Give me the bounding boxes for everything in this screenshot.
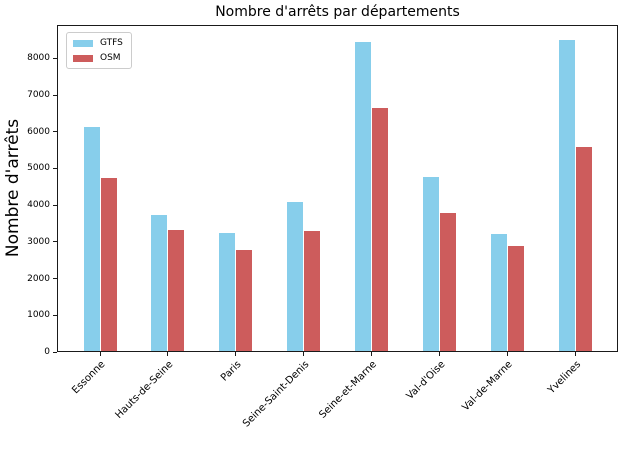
legend-label-gtfs: GTFS — [100, 38, 123, 48]
y-tick-mark — [53, 314, 57, 316]
x-tick-label: Val-d'Oise — [404, 359, 448, 402]
y-tick-label: 3000 — [27, 236, 50, 247]
x-tick-mark — [167, 352, 169, 356]
x-tick-label: Hauts-de-Seine — [113, 359, 176, 421]
y-tick-mark — [53, 204, 57, 206]
x-tick-label: Paris — [218, 359, 244, 384]
chart-title: Nombre d'arrêts par départements — [215, 4, 460, 20]
y-tick-label: 1000 — [27, 310, 50, 321]
y-tick-mark — [53, 131, 57, 133]
x-tick-label: Essonne — [70, 359, 108, 397]
legend-item-osm: OSM — [73, 53, 123, 63]
legend-swatch-gtfs — [73, 39, 93, 47]
bar-osm-6 — [507, 245, 524, 351]
y-tick-mark — [53, 167, 57, 169]
bar-gtfs-6 — [490, 234, 507, 351]
bar-osm-0 — [100, 177, 117, 351]
x-tick-mark — [235, 352, 237, 356]
y-tick-label: 7000 — [27, 90, 50, 101]
x-tick-mark — [99, 352, 101, 356]
bar-gtfs-3 — [287, 202, 304, 351]
y-tick-label: 8000 — [27, 53, 50, 64]
bar-gtfs-7 — [558, 40, 575, 351]
bar-gtfs-4 — [354, 42, 371, 351]
x-tick-label: Val-de-Marne — [460, 359, 515, 414]
y-tick-mark — [53, 241, 57, 243]
x-tick-mark — [370, 352, 372, 356]
x-tick-mark — [506, 352, 508, 356]
y-tick-label: 0 — [44, 347, 50, 357]
y-axis-label: Nombre d'arrêts — [3, 118, 23, 258]
y-tick-mark — [53, 278, 57, 280]
y-tick-mark — [53, 94, 57, 96]
y-tick-label: 6000 — [27, 126, 50, 137]
plot-area: GTFS OSM 0 1000 2000 3000 4000 5000 6000 7000 80… — [27, 25, 618, 429]
x-tick-mark — [303, 352, 305, 356]
y-tick-label: 5000 — [27, 163, 50, 174]
bar-gtfs-5 — [422, 176, 439, 351]
bar-osm-2 — [236, 249, 253, 351]
axes-spines — [57, 25, 618, 352]
y-tick-mark — [53, 351, 57, 353]
x-tick-label: Yvelines — [545, 359, 583, 397]
y-tick-mark — [53, 57, 57, 59]
legend: GTFS OSM — [66, 32, 132, 69]
y-tick-label: 2000 — [27, 273, 50, 284]
bar-gtfs-2 — [219, 233, 236, 351]
bar-osm-3 — [304, 230, 321, 351]
legend-swatch-osm — [73, 54, 93, 62]
bar-gtfs-0 — [83, 126, 100, 351]
y-tick-label: 4000 — [27, 200, 50, 211]
bar-osm-7 — [575, 147, 592, 351]
legend-item-gtfs: GTFS — [73, 38, 123, 48]
x-tick-mark — [574, 352, 576, 356]
x-tick-label: Seine-et-Marne — [317, 359, 380, 421]
x-tick-label: Seine-Saint-Denis — [240, 359, 312, 430]
bar-osm-5 — [439, 213, 456, 351]
x-tick-mark — [438, 352, 440, 356]
legend-label-osm: OSM — [100, 53, 121, 63]
bar-gtfs-1 — [151, 215, 168, 351]
bar-osm-4 — [371, 107, 388, 351]
bar-osm-1 — [168, 230, 185, 351]
